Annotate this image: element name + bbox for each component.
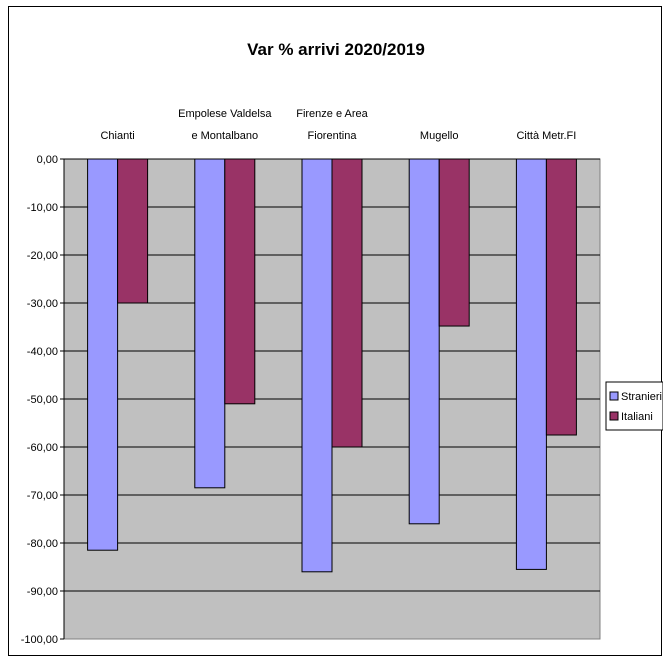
y-tick-label: -90,00 <box>27 586 58 598</box>
legend-box <box>605 381 663 431</box>
bar-stranieri <box>301 158 333 573</box>
chart-title: Var % arrivi 2020/2019 <box>247 40 425 59</box>
legend-label-italiani: Italiani <box>621 411 653 423</box>
y-tick-label: -40,00 <box>27 346 58 358</box>
legend: Stranieri Italiani <box>605 381 663 431</box>
category-label: Firenze e Area <box>296 108 368 120</box>
category-label: Città Metr.FI <box>516 130 576 142</box>
y-tick-label: -20,00 <box>27 250 58 262</box>
y-tick-label: -60,00 <box>27 442 58 454</box>
category-label: Chianti <box>100 130 134 142</box>
y-tick-label: -80,00 <box>27 538 58 550</box>
category-label: Fiorentina <box>308 130 358 142</box>
category-label: e Montalbano <box>191 130 258 142</box>
bar-stranieri <box>408 158 440 525</box>
legend-swatch-stranieri <box>609 391 619 401</box>
legend-swatch-italiani <box>609 411 619 421</box>
bar-chart: Var % arrivi 2020/2019 0,00 -10,00 -20,00 -… <box>21 40 663 646</box>
legend-label-stranieri: Stranieri <box>621 391 662 403</box>
y-tick-label: -70,00 <box>27 490 58 502</box>
y-tick-label: -30,00 <box>27 298 58 310</box>
category-label: Empolese Valdelsa <box>178 108 272 120</box>
y-tick-label: -100,00 <box>21 634 58 646</box>
bar-stranieri <box>194 158 226 489</box>
category-label: Mugello <box>420 130 459 142</box>
bar-italiani <box>224 158 256 405</box>
y-tick-label: -10,00 <box>27 202 58 214</box>
bar-italiani <box>545 158 577 436</box>
plot-area: 0,00 -10,00 -20,00 -30,00 -40,00 -50,00 -60,00… <box>21 108 601 646</box>
bar-italiani <box>331 158 363 448</box>
y-tick-label: -50,00 <box>27 394 58 406</box>
bar-stranieri <box>515 158 547 570</box>
bar-stranieri <box>87 158 119 551</box>
y-tick-label: 0,00 <box>37 154 58 166</box>
bar-italiani <box>438 158 470 327</box>
bar-italiani <box>117 158 149 304</box>
chart-frame: Var % arrivi 2020/2019 0,00 -10,00 -20,00 -… <box>8 6 663 656</box>
